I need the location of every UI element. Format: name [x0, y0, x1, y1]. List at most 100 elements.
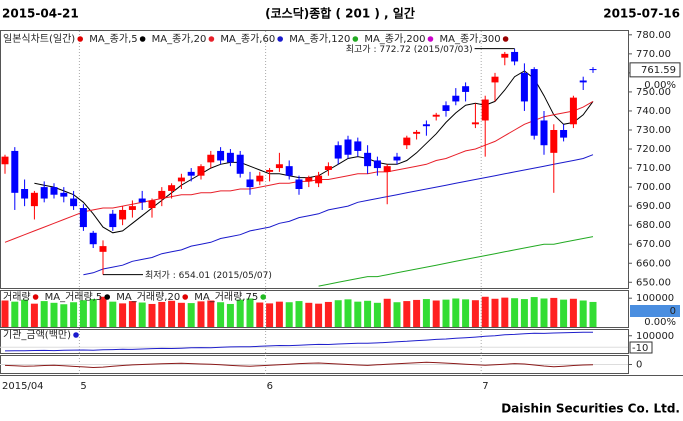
- volume-bar: [295, 301, 303, 327]
- current-value: 0: [670, 306, 676, 317]
- indicator-line: [4, 361, 594, 369]
- legend-swatch: [502, 36, 509, 42]
- candle-body: [305, 177, 313, 182]
- volume-bar: [197, 301, 205, 327]
- candle-body: [569, 97, 577, 125]
- candle-body: [511, 51, 519, 62]
- x-tick-label: 2015/04: [2, 381, 44, 392]
- volume-bar: [21, 299, 29, 327]
- current-box: [630, 305, 680, 317]
- volume-bar: [138, 302, 146, 327]
- legend-label: MA_종가,20: [152, 33, 207, 45]
- volume-bar: [373, 302, 381, 327]
- volume-bar: [60, 304, 68, 327]
- candle-body: [79, 208, 87, 228]
- legend-label: 일본식차트(일간): [3, 33, 75, 45]
- volume-bar: [413, 299, 421, 327]
- volume-bar: [11, 301, 19, 327]
- candle-body: [40, 187, 48, 199]
- volume-bar: [109, 301, 117, 327]
- y-tick-label: 650.00: [636, 277, 671, 288]
- legend-label: MA_거래량,20: [116, 291, 180, 303]
- volume-bar: [226, 303, 234, 327]
- legend-label: MA_거래량,5: [45, 291, 103, 303]
- volume-bar: [187, 303, 195, 327]
- candle-body: [226, 152, 234, 163]
- y-tick-label: 700.00: [636, 182, 671, 193]
- volume-bar: [40, 301, 48, 327]
- candle-body: [344, 139, 352, 155]
- volume-bar: [217, 302, 225, 327]
- volume-bar: [452, 298, 460, 327]
- x-tick-label: 5: [80, 381, 86, 392]
- candle-body: [491, 76, 499, 83]
- candle-body: [99, 246, 107, 252]
- candle-body: [109, 213, 117, 228]
- legend-label: MA_종가,120: [289, 33, 350, 45]
- y-tick-label: 730.00: [636, 125, 671, 136]
- candle-body: [30, 192, 38, 207]
- volume-bar: [79, 300, 87, 327]
- volume-frame: [0, 290, 629, 328]
- candle-body: [442, 105, 450, 111]
- volume-bar: [99, 296, 107, 327]
- candle-body: [256, 175, 264, 182]
- indicator-line: [4, 331, 594, 352]
- volume-bar: [266, 303, 274, 327]
- legend-swatch: [73, 332, 79, 338]
- volume-bar: [422, 299, 430, 327]
- volume-bar: [403, 301, 411, 327]
- legend-swatch: [77, 36, 84, 42]
- candle-body: [128, 206, 136, 210]
- candle-body: [589, 69, 597, 71]
- legend-swatch: [182, 294, 189, 300]
- legend-swatch: [139, 36, 146, 42]
- legend-swatch: [32, 294, 39, 300]
- volume-bar: [305, 302, 313, 327]
- volume-bar: [579, 300, 587, 327]
- y-tick-label: 670.00: [636, 239, 671, 250]
- candle-body: [89, 232, 97, 245]
- candle-body: [550, 129, 558, 153]
- candle-body: [236, 154, 244, 174]
- volume-bar: [285, 302, 293, 327]
- legend-swatch: [277, 36, 283, 42]
- y-tick-label: 780.00: [636, 30, 671, 41]
- candle-body: [207, 154, 215, 163]
- candle-body: [579, 80, 587, 83]
- candle-body: [422, 124, 430, 127]
- chart-title: (코스닥)종합 ( 201 ) , 일간: [265, 6, 415, 21]
- candle-body: [530, 69, 538, 136]
- legend-swatch: [260, 294, 267, 300]
- institution-frame: [0, 329, 629, 354]
- ma-line: [83, 154, 594, 276]
- candle-body: [315, 175, 323, 184]
- y-tick-label: 690.00: [636, 201, 671, 212]
- candle-body: [168, 185, 176, 191]
- candle-body: [452, 95, 460, 102]
- candle-body: [70, 198, 78, 207]
- annotation: 최고가 : 772.72 (2015/07/03): [346, 44, 473, 55]
- volume-bar: [324, 301, 332, 327]
- volume-bar: [481, 296, 489, 327]
- volume-bar: [246, 298, 254, 327]
- legend-swatch: [427, 36, 434, 42]
- candle-body: [324, 166, 332, 170]
- volume-bar: [354, 301, 362, 327]
- candle-body: [11, 150, 19, 193]
- volume-bar: [511, 298, 519, 327]
- candle-body: [217, 150, 225, 161]
- volume-bar: [236, 299, 244, 327]
- volume-bar: [50, 302, 58, 327]
- volume-bar: [119, 303, 127, 327]
- volume-bar: [70, 302, 78, 327]
- volume-bar: [520, 299, 528, 327]
- volume-bar: [158, 301, 166, 327]
- y-tick-label: 0: [636, 360, 642, 371]
- candle-body: [520, 72, 528, 102]
- ma-line: [318, 236, 594, 287]
- legend-label: MA_종가,200: [364, 33, 425, 45]
- candle-body: [285, 166, 293, 176]
- candle-body: [481, 99, 489, 121]
